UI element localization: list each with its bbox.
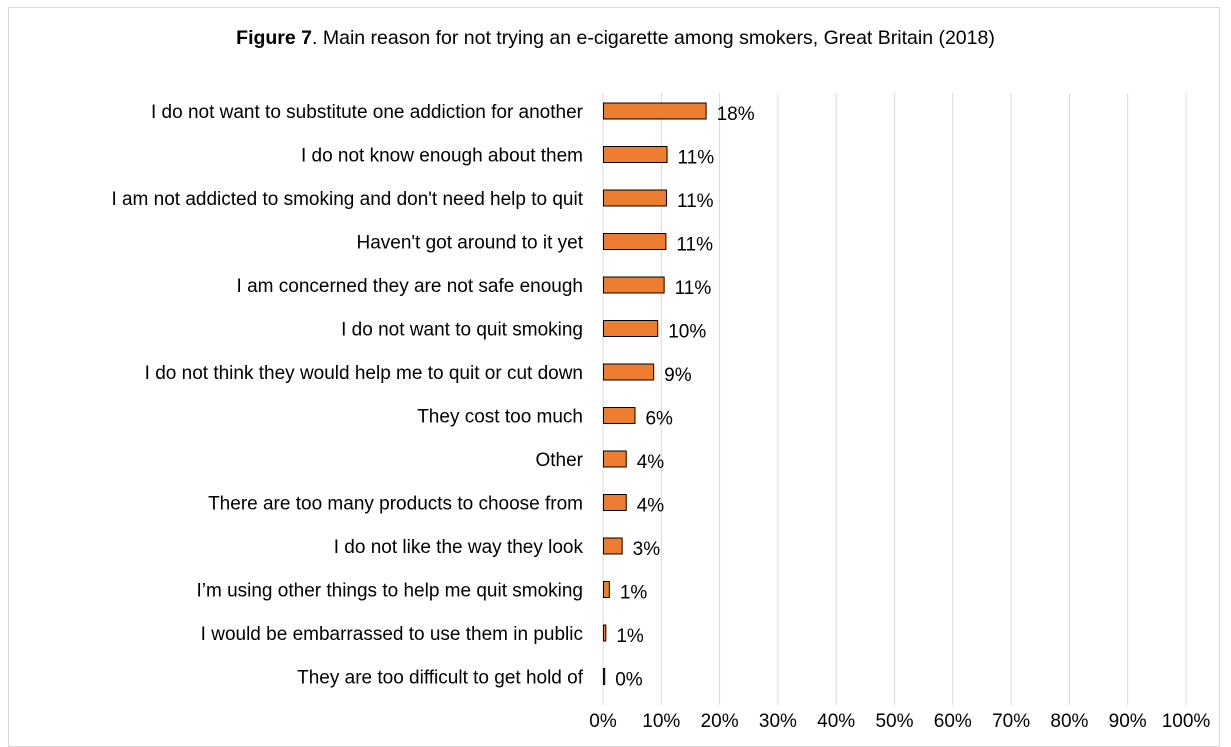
chart-title-bold: Figure 7	[236, 27, 313, 49]
category-label: I would be embarrassed to use them in pu…	[201, 624, 583, 645]
category-label: I am not addicted to smoking and don't n…	[111, 189, 583, 210]
bar	[603, 146, 668, 163]
data-label: 11%	[677, 191, 714, 212]
data-label: 11%	[675, 278, 712, 299]
x-tick-label: 100%	[1162, 711, 1211, 732]
data-label: 9%	[664, 365, 692, 386]
category-label: I do not think they would help me to qui…	[145, 363, 583, 384]
bar	[603, 320, 659, 337]
category-label: I do not know enough about them	[301, 146, 583, 167]
data-label: 1%	[620, 583, 648, 604]
category-label: I am concerned they are not safe enough	[237, 276, 583, 297]
bar	[603, 450, 627, 468]
x-tick-label: 60%	[934, 711, 972, 732]
data-labels: 18% 11% 11% 11% 11% 10% 9% 6% 4% 4% 3% 1% 1% 0%	[615, 104, 755, 691]
data-label: 4%	[637, 452, 665, 473]
bar	[603, 276, 665, 294]
gridlines	[602, 93, 1187, 705]
bar	[603, 494, 627, 511]
bar	[603, 189, 667, 207]
category-label: They are too difficult to get hold of	[297, 668, 584, 689]
bar	[603, 407, 636, 424]
x-tick-label: 0%	[589, 711, 617, 732]
bar	[603, 363, 655, 381]
x-tick-label: 70%	[992, 711, 1030, 732]
category-label: I do not like the way they look	[334, 537, 584, 558]
category-labels: I do not want to substitute one addictio…	[111, 102, 583, 689]
chart-title-text: . Main reason for not trying an e-cigare…	[312, 27, 995, 49]
bar	[603, 581, 610, 598]
category-label: Haven't got around to it yet	[357, 233, 584, 254]
bar	[603, 537, 623, 555]
x-axis-tick-labels: 0% 10% 20% 30% 40% 50% 60% 70% 80% 90% 100%	[589, 711, 1210, 732]
x-tick-label: 50%	[875, 711, 913, 732]
category-label: I do not want to quit smoking	[341, 320, 583, 341]
category-label: They cost too much	[417, 407, 583, 428]
x-tick-label: 10%	[642, 711, 680, 732]
data-label: 11%	[678, 148, 715, 169]
data-label: 11%	[676, 235, 713, 256]
x-tick-label: 30%	[759, 711, 797, 732]
x-tick-label: 80%	[1050, 711, 1088, 732]
data-label: 3%	[633, 539, 661, 560]
category-label: Other	[535, 450, 583, 471]
category-label: I’m using other things to help me quit s…	[196, 581, 583, 602]
bar	[603, 624, 607, 642]
bar	[603, 102, 707, 120]
x-tick-label: 90%	[1109, 711, 1147, 732]
data-label: 6%	[645, 409, 673, 430]
category-label: I do not want to substitute one addictio…	[151, 102, 584, 123]
data-label: 0%	[615, 670, 643, 691]
data-label: 1%	[616, 626, 644, 647]
x-tick-label: 20%	[701, 711, 739, 732]
chart-title: Figure 7. Main reason for not trying an …	[0, 27, 1231, 50]
data-label: 18%	[717, 104, 755, 125]
x-tick-label: 40%	[817, 711, 855, 732]
category-label: There are too many products to choose fr…	[208, 494, 583, 515]
data-label: 4%	[637, 496, 665, 517]
data-label: 10%	[668, 322, 706, 343]
bar	[603, 233, 667, 250]
bar	[603, 668, 606, 685]
bars	[603, 102, 707, 685]
